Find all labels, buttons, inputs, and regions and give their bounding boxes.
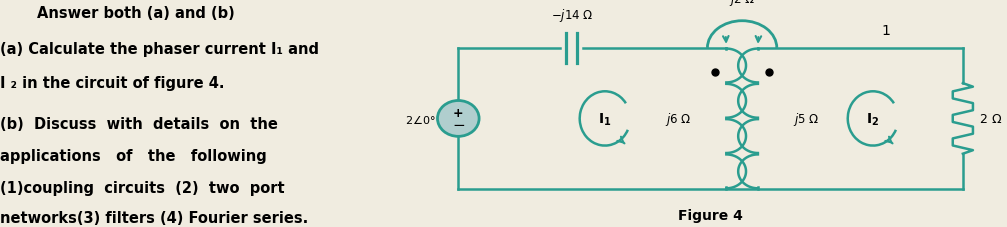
- Text: $2\ \Omega$: $2\ \Omega$: [979, 112, 1002, 125]
- Text: (1)coupling  circuits  (2)  two  port: (1)coupling circuits (2) two port: [0, 180, 285, 195]
- Text: $\mathbf{I_1}$: $\mathbf{I_1}$: [598, 111, 611, 127]
- Text: 1: 1: [881, 24, 890, 38]
- Text: (a) Calculate the phaser current I₁ and: (a) Calculate the phaser current I₁ and: [0, 42, 319, 57]
- Text: $2\angle0°\ \mathbf{V}$: $2\angle0°\ \mathbf{V}$: [405, 112, 449, 125]
- Text: −: −: [452, 118, 464, 133]
- Text: $j6\ \Omega$: $j6\ \Omega$: [666, 111, 692, 127]
- Text: Answer both (a) and (b): Answer both (a) and (b): [36, 5, 235, 20]
- Text: (b)  Discuss  with  details  on  the: (b) Discuss with details on the: [0, 117, 278, 132]
- Text: +: +: [453, 107, 463, 120]
- Text: networks(3) filters (4) Fourier series.: networks(3) filters (4) Fourier series.: [0, 210, 308, 225]
- Text: $j5\ \Omega$: $j5\ \Omega$: [793, 111, 819, 127]
- Text: applications   of   the   following: applications of the following: [0, 148, 267, 163]
- Text: Figure 4: Figure 4: [678, 208, 743, 222]
- Circle shape: [437, 101, 479, 137]
- Text: I ₂ in the circuit of figure 4.: I ₂ in the circuit of figure 4.: [0, 76, 225, 91]
- Text: $\mathbf{I_2}$: $\mathbf{I_2}$: [866, 111, 879, 127]
- Text: $j2\ \Omega$: $j2\ \Omega$: [729, 0, 755, 8]
- Text: $-j14\ \Omega$: $-j14\ \Omega$: [551, 7, 593, 24]
